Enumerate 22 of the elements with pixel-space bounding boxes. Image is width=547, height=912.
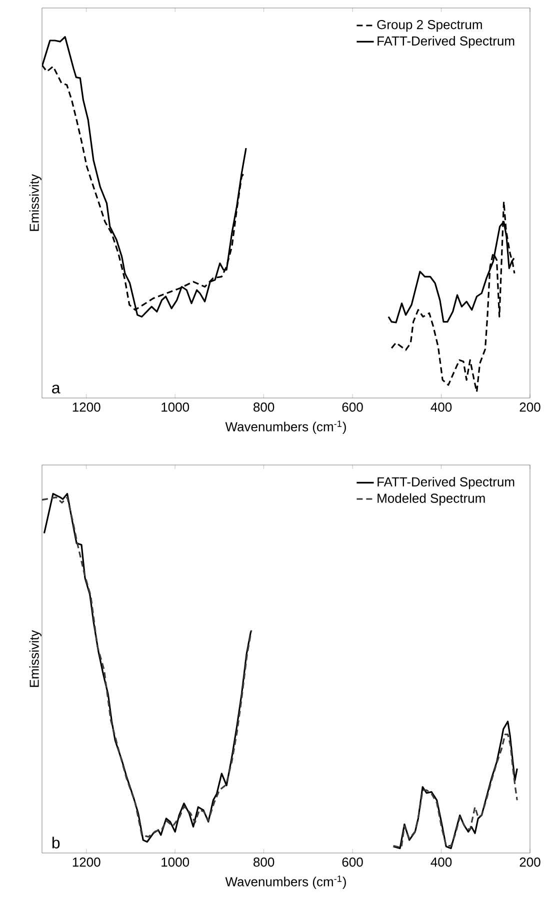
x-tick-label: 200 xyxy=(520,402,540,412)
x-axis-title: Wavenumbers (cm$^{-1}$) xyxy=(225,876,346,889)
x-tick-label: 1000 xyxy=(162,858,190,867)
legend-label: Group 2 Spectrum xyxy=(377,20,482,32)
x-tick-label: 600 xyxy=(342,858,363,867)
y-axis-title: Emissivity xyxy=(29,630,42,687)
y-axis-title: Emissivity xyxy=(29,174,42,231)
x-tick-label: 400 xyxy=(430,858,452,867)
annotation: a xyxy=(52,384,60,394)
x-tick-label: 800 xyxy=(254,858,274,867)
x-tick-label: 800 xyxy=(254,402,274,412)
x-tick-label: 1200 xyxy=(72,858,100,867)
legend-label: Modeled Spectrum xyxy=(378,493,485,506)
x-tick-label: 1000 xyxy=(162,402,190,412)
legend-label: FATT-Derived Spectrum xyxy=(378,476,514,490)
x-tick-label: 200 xyxy=(520,858,540,867)
x-tick-label: 600 xyxy=(342,402,363,412)
x-axis-title: Wavenumbers (cm$^{-1}$) xyxy=(225,420,346,434)
x-tick-label: 1200 xyxy=(72,402,100,412)
legend-label: FATT-Derived Spectrum xyxy=(378,36,514,48)
annotation: b xyxy=(52,836,60,848)
x-tick-label: 400 xyxy=(430,402,452,412)
